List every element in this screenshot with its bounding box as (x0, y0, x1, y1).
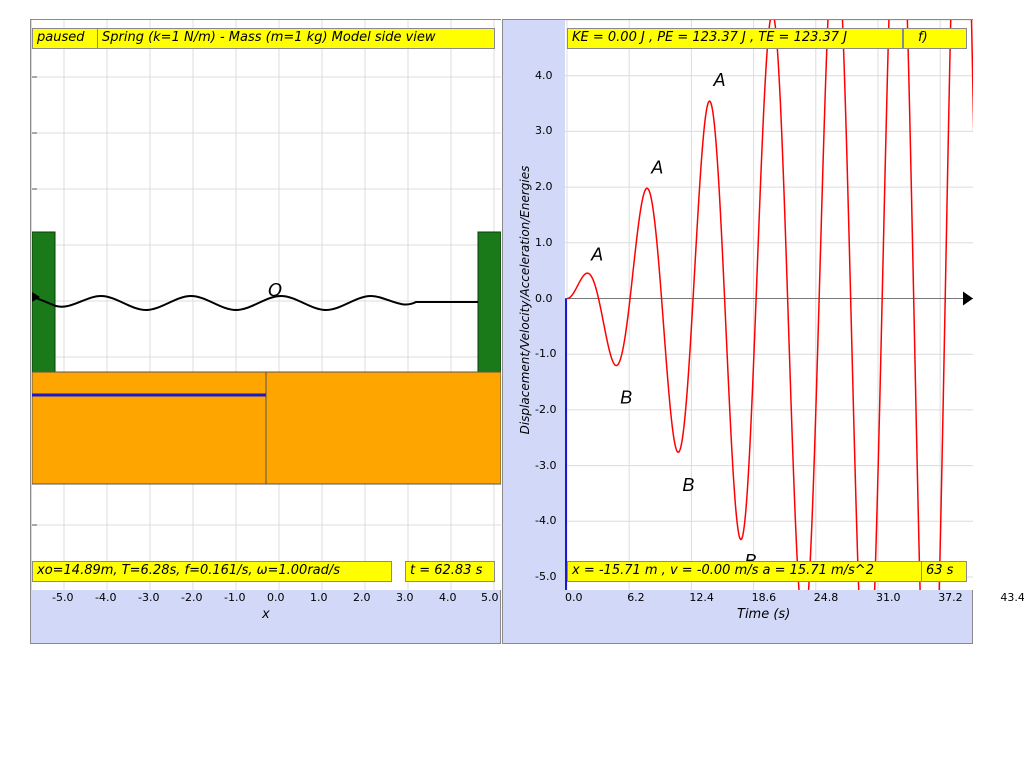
chart-x-tick: 37.2 (938, 591, 963, 604)
graph-plot: ABABAB (565, 20, 973, 590)
chart-x-tick: 0.0 (565, 591, 583, 604)
motion-readout: x = -15.71 m , v = -0.00 m/s a = 15.71 m… (567, 561, 923, 582)
time-readout: t = 62.83 s (405, 561, 495, 582)
chart-x-tick: 43.4 (1000, 591, 1024, 604)
peak-annotation: A (650, 158, 663, 178)
side-view-grid (32, 20, 501, 590)
energy-readout: KE = 0.00 J , PE = 123.37 J , TE = 123.3… (567, 28, 903, 49)
time-readout-right: 63 s (921, 561, 967, 582)
x-tick: -4.0 (95, 591, 117, 604)
x-tick: -1.0 (224, 591, 246, 604)
y-tick: -4.0 (535, 514, 557, 528)
side-view-panel: O paused Spring (k=1 N/m) - Mass (m=1 kg… (30, 19, 501, 644)
side-view-canvas (32, 20, 501, 590)
status-paused-button[interactable]: paused (32, 28, 100, 49)
right-wall (477, 231, 501, 373)
x-tick: 3.0 (396, 591, 414, 604)
peak-annotation: B (682, 475, 694, 495)
y-axis-label: Displacement/Velocity/Acceleration/Energ… (518, 165, 532, 435)
chart-x-tick: 31.0 (876, 591, 901, 604)
model-title: Spring (k=1 N/m) - Mass (m=1 kg) Model s… (97, 28, 495, 49)
energy-readout-tail: f) (903, 28, 967, 49)
mass-label: O (268, 280, 283, 301)
y-tick: 4.0 (535, 68, 553, 82)
x-tick: 2.0 (353, 591, 371, 604)
displacement-chart: ABABAB (565, 20, 973, 590)
chart-x-tick: 18.6 (751, 591, 777, 604)
chart-grid (565, 20, 973, 590)
x-tick: -5.0 (52, 591, 74, 604)
time-axis-arrow (963, 291, 973, 306)
chart-x-tick: 6.2 (627, 591, 645, 604)
floor-block-right (265, 371, 501, 485)
y-tick: 1.0 (535, 235, 553, 249)
x-tick: 4.0 (439, 591, 457, 604)
y-tick: -3.0 (535, 458, 557, 472)
chart-x-tick: 24.8 (813, 591, 839, 604)
y-tick: -5.0 (535, 570, 557, 583)
graph-panel: ABABAB KE = 0.00 J , PE = 123.37 J , TE … (502, 19, 1024, 644)
chart-x-axis-label: Time (s) (737, 607, 791, 622)
x-tick: -2.0 (181, 591, 203, 604)
peak-annotation: B (620, 387, 632, 407)
spring (32, 294, 478, 312)
y-tick: -1.0 (535, 347, 557, 361)
spring-left-end (32, 292, 40, 302)
y-tick: 2.0 (535, 180, 553, 194)
peak-annotation: A (712, 70, 725, 90)
chart-x-tick: 12.4 (689, 591, 714, 604)
y-tick: -2.0 (535, 402, 557, 416)
x-tick: -3.0 (138, 591, 160, 604)
y-tick: 3.0 (535, 124, 553, 138)
y-tick: 0.0 (535, 291, 553, 305)
side-view-plot: O (32, 20, 501, 590)
x-tick: 1.0 (310, 591, 328, 604)
params-readout: xo=14.89m, T=6.28s, f=0.161/s, ω=1.00rad… (32, 561, 392, 582)
x-axis-label: x (262, 607, 270, 622)
series-line-displacement (566, 20, 973, 590)
x-tick: 5.0 (481, 591, 499, 604)
peak-annotation: A (590, 244, 603, 264)
floor-block-left (32, 371, 267, 485)
x-tick: 0.0 (267, 591, 285, 604)
